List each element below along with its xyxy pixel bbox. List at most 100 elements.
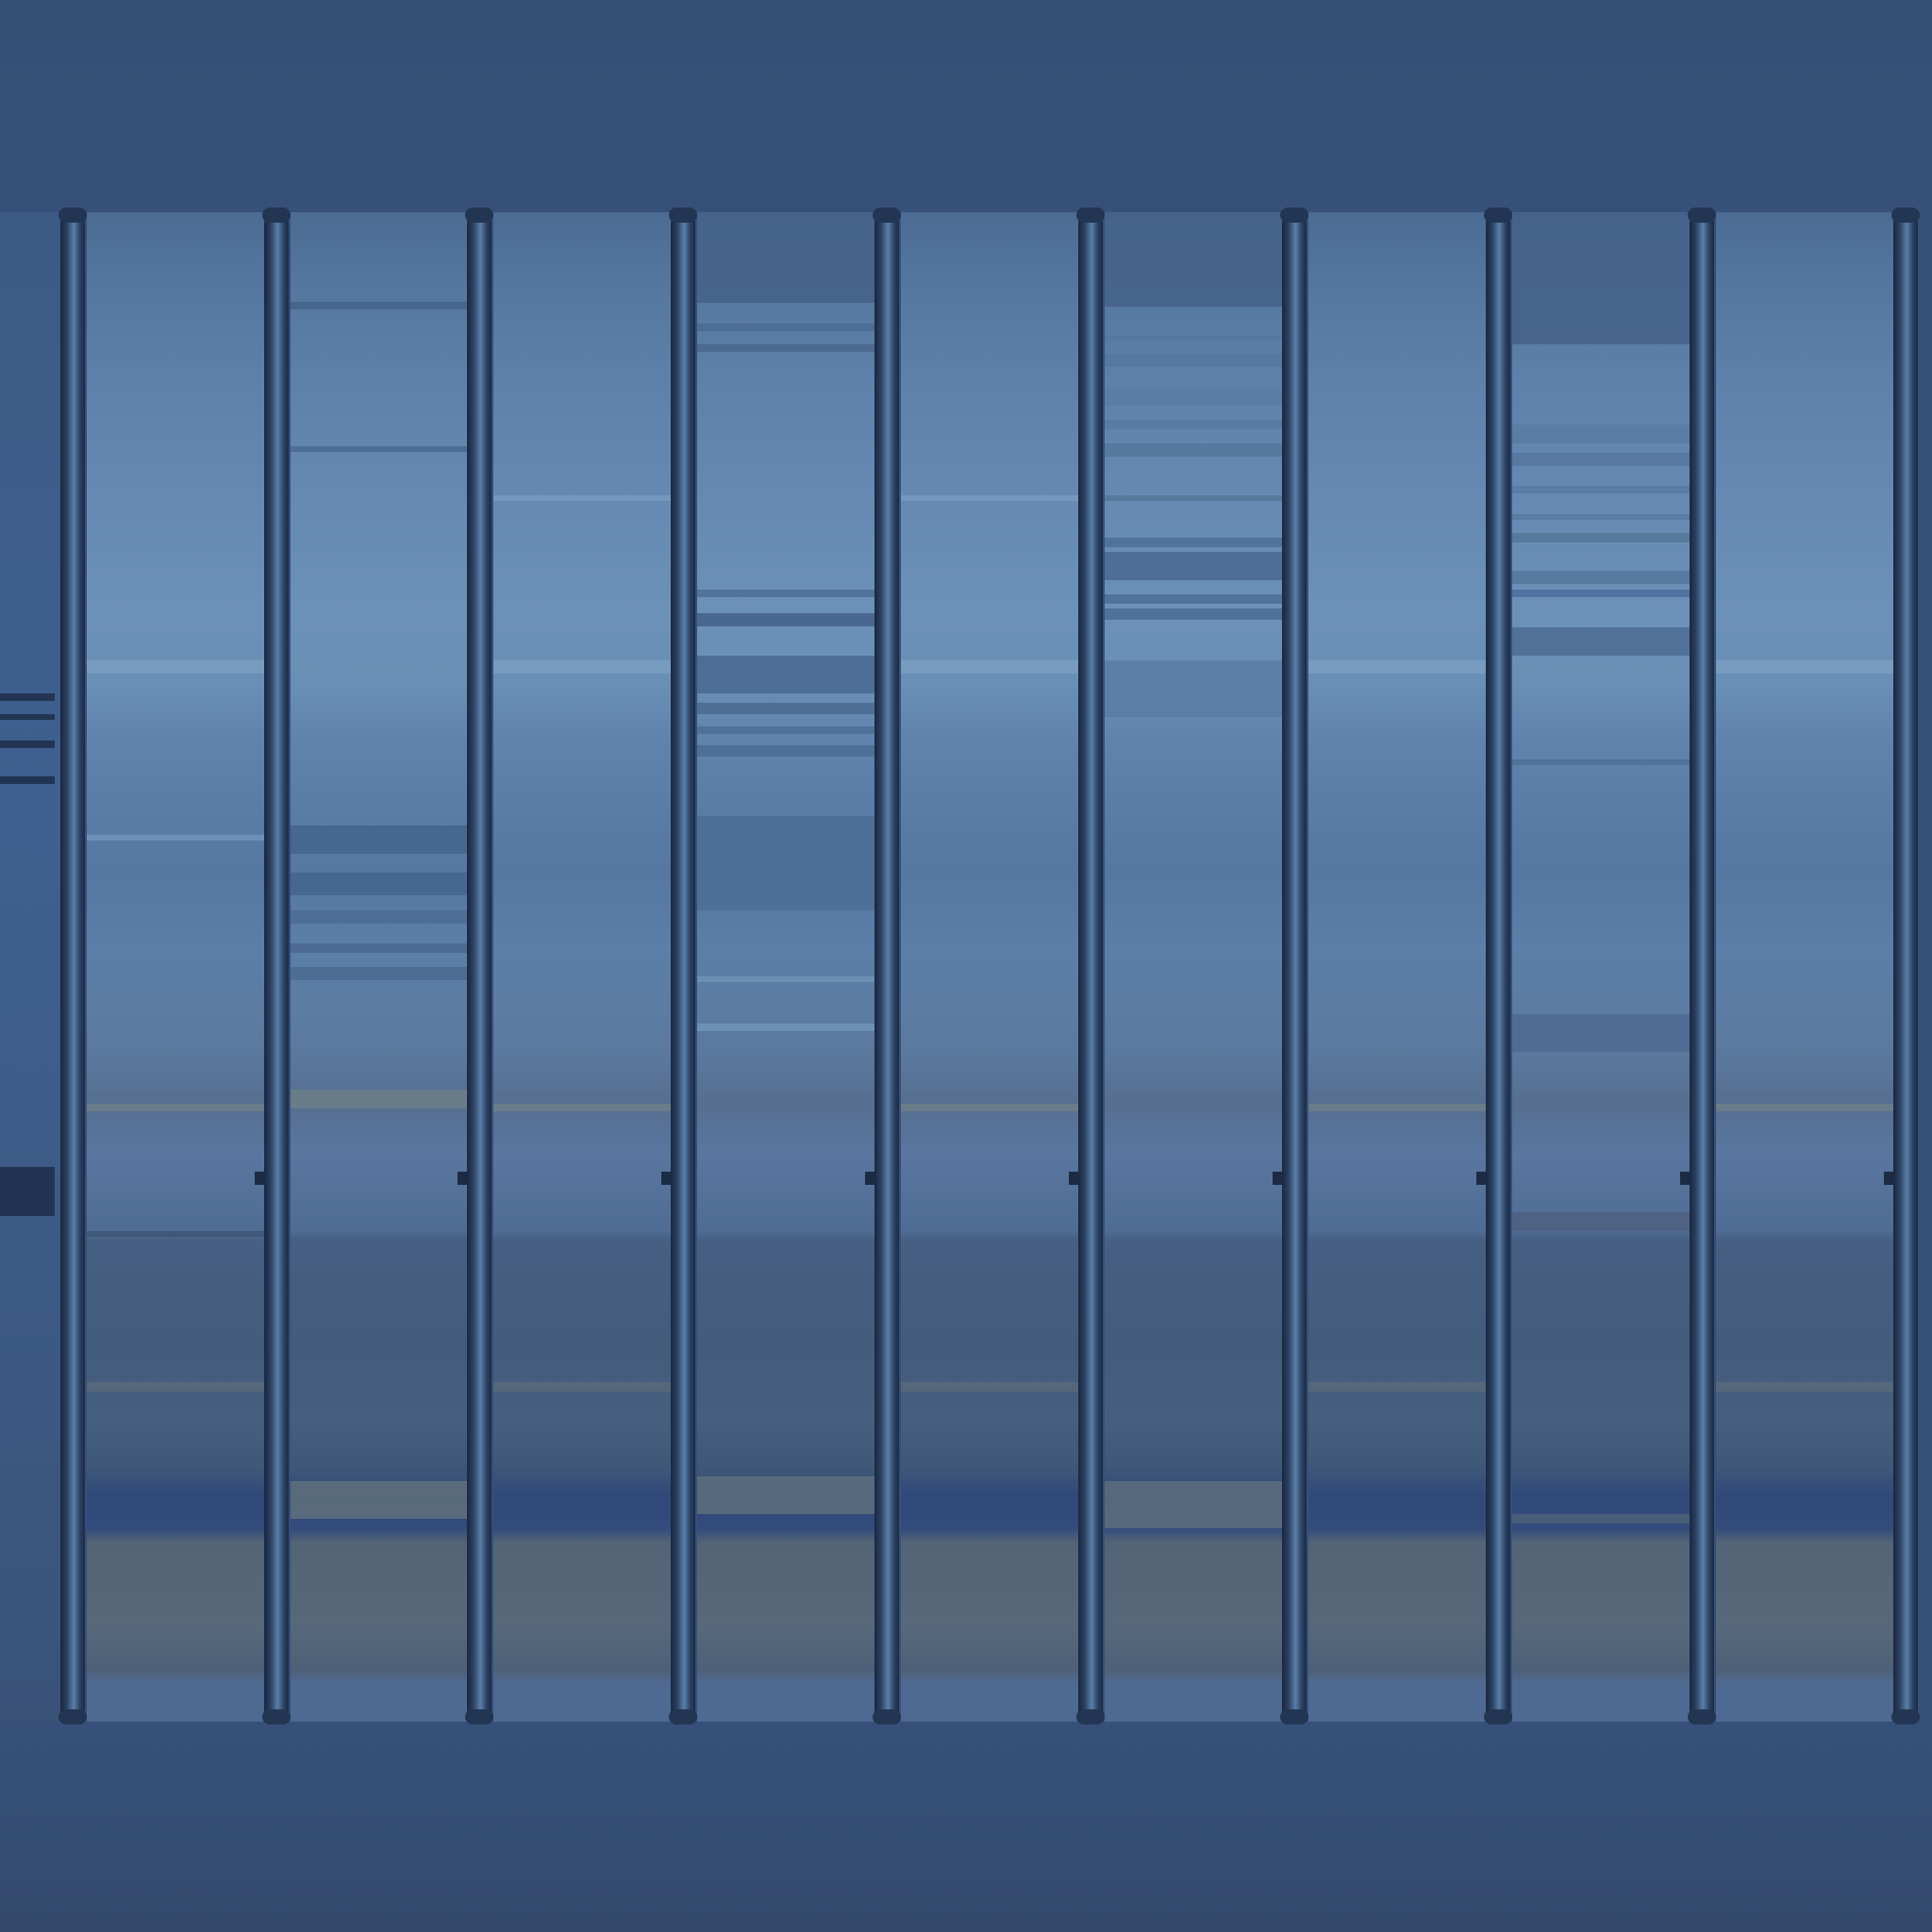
stripe-band xyxy=(901,660,1080,674)
edge-mark xyxy=(0,714,55,720)
stripe-band xyxy=(697,590,876,597)
stripe-band xyxy=(291,873,469,895)
stripe-band xyxy=(87,835,266,841)
stripe-band xyxy=(697,726,876,734)
stripe-band xyxy=(1105,443,1284,457)
stripe-band xyxy=(1512,486,1691,493)
stripe-band xyxy=(291,967,469,980)
stripe-band xyxy=(493,1382,673,1391)
bar-clip xyxy=(1884,1172,1893,1185)
stripe-band xyxy=(291,1090,469,1108)
vertical-bar xyxy=(467,212,491,1722)
stripe-band xyxy=(697,613,876,626)
bar-top-cap xyxy=(58,208,87,223)
stripe-band xyxy=(697,745,876,757)
vertical-bar xyxy=(60,212,85,1722)
stripe-panel xyxy=(87,212,266,1722)
stripe-band xyxy=(493,495,673,501)
left-edge-panel xyxy=(0,212,62,1722)
stripe-band xyxy=(87,1104,266,1111)
bar-clip xyxy=(865,1172,874,1185)
stripe-band xyxy=(1105,387,1284,406)
stripe-band xyxy=(87,1382,266,1391)
stripe-band xyxy=(1512,453,1691,466)
edge-mark xyxy=(0,776,55,784)
bar-bottom-cap xyxy=(873,1709,901,1724)
bar-clip xyxy=(458,1172,467,1185)
stripe-band xyxy=(291,943,469,953)
bar-top-cap xyxy=(465,208,493,223)
vertical-bar xyxy=(264,212,289,1722)
stripe-panel xyxy=(1512,212,1691,1722)
vertical-bar xyxy=(1893,212,1918,1722)
stripe-band xyxy=(1512,514,1691,520)
stripe-panel xyxy=(901,212,1080,1722)
stripe-band xyxy=(1105,538,1284,547)
bar-clip xyxy=(1476,1172,1486,1185)
stripe-band xyxy=(1105,608,1284,620)
stripe-band xyxy=(1512,590,1691,597)
stripe-band xyxy=(1105,807,1284,812)
bar-bottom-cap xyxy=(669,1709,697,1724)
stripe-band xyxy=(1308,660,1488,674)
stripe-band xyxy=(1105,788,1284,797)
bar-top-cap xyxy=(1484,208,1512,223)
stripe-panel xyxy=(493,212,673,1722)
stripe-band xyxy=(697,816,876,910)
edge-mark xyxy=(0,693,55,701)
stripe-band xyxy=(1105,335,1284,341)
stripe-band xyxy=(697,212,876,303)
bar-bottom-cap xyxy=(262,1709,291,1724)
stripe-band xyxy=(291,825,469,854)
stripe-band xyxy=(1512,533,1691,542)
bar-top-cap xyxy=(669,208,697,223)
stripe-band xyxy=(1716,1382,1895,1391)
stripe-band xyxy=(1308,1104,1488,1111)
stripe-band xyxy=(697,324,876,331)
striped-backdrop xyxy=(62,212,1932,1722)
stripe-band xyxy=(1512,1014,1691,1052)
stripe-panel xyxy=(697,212,876,1722)
bar-clip xyxy=(661,1172,671,1185)
stripe-band xyxy=(493,660,673,674)
stripe-band xyxy=(1716,1104,1895,1111)
stripe-band xyxy=(1105,420,1284,429)
vertical-bar xyxy=(1486,212,1510,1722)
stripe-band xyxy=(87,660,266,674)
stripe-band xyxy=(1512,1212,1691,1231)
stripe-band xyxy=(1308,1382,1488,1391)
bar-bottom-cap xyxy=(58,1709,87,1724)
stripe-band xyxy=(291,910,469,924)
stripe-panel xyxy=(1105,212,1284,1722)
stripe-band xyxy=(1105,1481,1284,1528)
stripe-band xyxy=(1512,759,1691,765)
bar-clip xyxy=(255,1172,264,1185)
bar-top-cap xyxy=(1891,208,1920,223)
edge-block xyxy=(0,1167,55,1216)
stripe-band xyxy=(291,302,469,309)
bar-bottom-cap xyxy=(1688,1709,1716,1724)
stripe-band xyxy=(87,1231,266,1237)
bar-top-cap xyxy=(1280,208,1308,223)
vertical-bar xyxy=(1282,212,1307,1722)
bar-bottom-cap xyxy=(1484,1709,1512,1724)
bar-top-cap xyxy=(873,208,901,223)
bar-bottom-cap xyxy=(1076,1709,1105,1724)
stripe-band xyxy=(291,446,469,452)
stripe-band xyxy=(291,1481,469,1519)
bar-top-cap xyxy=(262,208,291,223)
stripe-band xyxy=(1512,571,1691,584)
stripe-band xyxy=(697,344,876,352)
stripe-band xyxy=(1105,212,1284,307)
stripe-band xyxy=(1105,354,1284,367)
bar-clip xyxy=(1680,1172,1690,1185)
stripe-band xyxy=(1105,594,1284,604)
vertical-bar xyxy=(874,212,899,1722)
vertical-bar xyxy=(1078,212,1103,1722)
stripe-panel xyxy=(1716,212,1895,1722)
edge-mark xyxy=(0,741,55,748)
stripe-band xyxy=(1105,495,1284,501)
stripe-band xyxy=(901,1382,1080,1391)
stripe-band xyxy=(697,703,876,714)
